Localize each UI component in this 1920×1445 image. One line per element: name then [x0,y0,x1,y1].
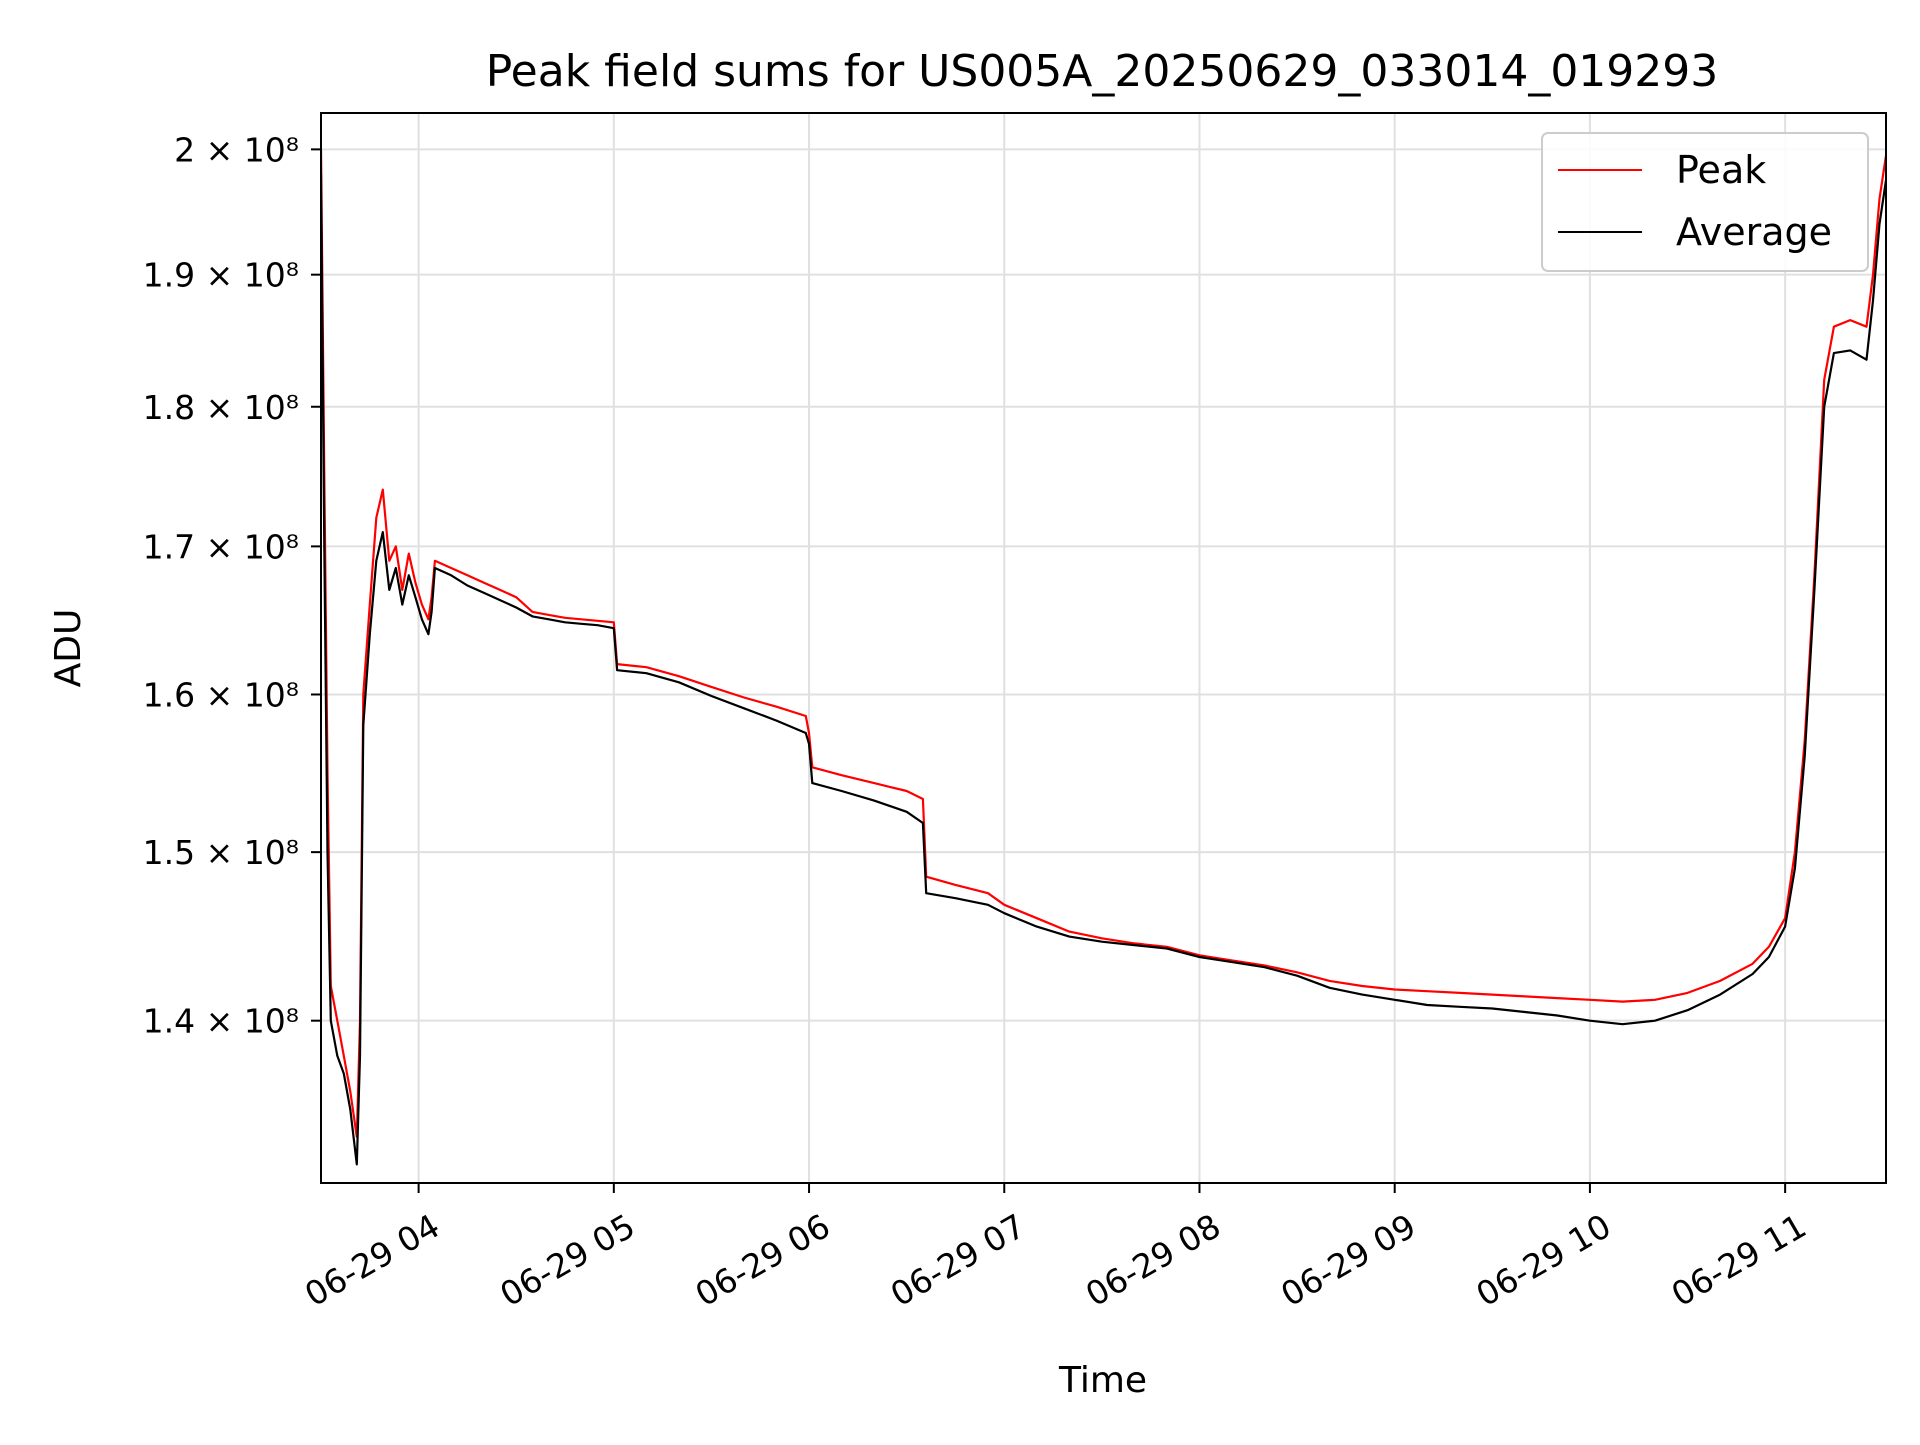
series-layer [321,149,1886,1166]
y-tick: 1.6 × 10⁸ [143,675,321,714]
y-tick: 1.5 × 10⁸ [143,833,321,872]
legend-label: Peak [1676,148,1766,192]
y-axis-ticks: 1.4 × 10⁸ 1.5 × 10⁸ 1.6 × 10⁸ 1.7 × 10⁸ 1.8 … [143,130,321,1041]
series-line-peak [321,149,1886,1138]
y-tick: 1.7 × 10⁸ [143,527,321,566]
y-tick: 1.9 × 10⁸ [143,256,321,295]
y-tick-label: 1.9 × 10⁸ [143,256,299,295]
legend-box [1541,132,1869,272]
y-tick-label: 1.6 × 10⁸ [143,675,299,714]
y-tick-label: 2 × 10⁸ [174,130,299,169]
y-tick-label: 1.8 × 10⁸ [143,388,299,427]
y-tick: 1.8 × 10⁸ [143,388,321,427]
plot-frame [320,112,1887,1184]
series-line-average [321,173,1886,1166]
y-tick: 1.4 × 10⁸ [143,1002,321,1041]
grid-lines [321,113,1886,1183]
y-tick-label: 1.5 × 10⁸ [143,833,299,872]
chart-title: Peak field sums for US005A_20250629_0330… [486,46,1719,97]
legend-label: Average [1676,210,1832,254]
y-tick-label: 1.4 × 10⁸ [143,1002,299,1041]
x-axis-label: Time [1058,1360,1147,1401]
y-tick: 2 × 10⁸ [174,130,321,169]
legend: Peak Average [1541,132,1869,272]
y-tick-label: 1.7 × 10⁸ [143,527,299,566]
legend-item: Peak [1558,148,1766,192]
legend-item: Average [1558,210,1832,254]
y-axis-label: ADU [48,609,89,688]
